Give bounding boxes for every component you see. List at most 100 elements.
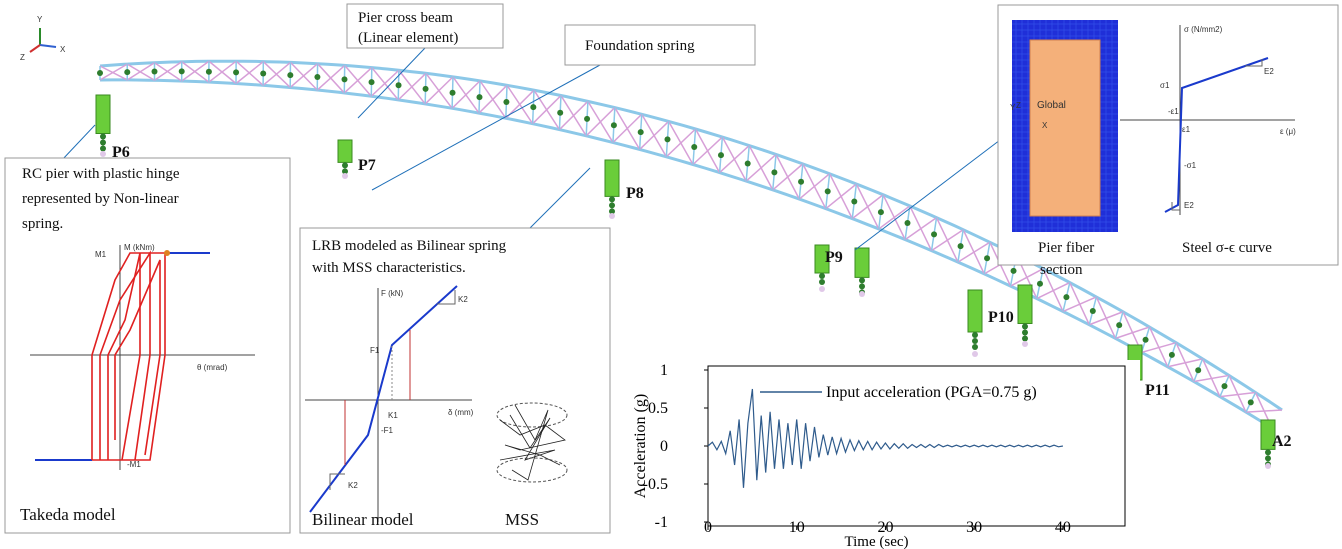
callout-text: Pier cross beam (358, 10, 453, 26)
deck-brace (181, 60, 210, 82)
deck-brace (931, 229, 964, 252)
pier-spring (967, 289, 983, 333)
deck-node (1089, 307, 1096, 314)
pier-node (100, 139, 106, 146)
deck-brace (1201, 358, 1221, 397)
diagram-label: M (kNm) (124, 243, 155, 252)
y-tick-label: 1 (660, 362, 668, 379)
lrb-panel: LRB modeled as Bilinear spring with MSS … (299, 227, 611, 534)
pier-spring (604, 159, 620, 197)
polyline-shape (499, 419, 566, 466)
deck-node (664, 136, 671, 143)
diagram-label: -F1 (381, 426, 394, 435)
deck-node (1036, 280, 1043, 287)
axis-label: X (60, 45, 66, 54)
x-axis-title: Time (sec) (844, 534, 908, 549)
deck-node (368, 79, 375, 86)
deck-brace (692, 136, 723, 166)
deck-node (233, 69, 240, 76)
polyline-shape (91, 252, 166, 461)
deck-brace (772, 163, 804, 191)
pier-node (1022, 329, 1028, 336)
deck-brace (665, 128, 697, 158)
deck-node (395, 82, 402, 89)
axis-label: Z (20, 53, 25, 62)
panel-text: spring. (22, 216, 63, 232)
diagram-label: ε (μ) (1280, 127, 1296, 136)
panel-text: RC pier with plastic hinge (22, 166, 180, 182)
deck-brace (126, 62, 155, 81)
deck-brace (904, 216, 937, 241)
deck-brace (612, 113, 643, 143)
leader-line (854, 139, 1001, 251)
diagram-label: Z (1016, 101, 1021, 110)
deck-brace (1167, 358, 1203, 368)
deck-brace (370, 69, 400, 97)
pier-node (859, 283, 865, 290)
deck-brace (1010, 268, 1044, 287)
pier-base (972, 351, 978, 357)
line-shape (39, 44, 57, 48)
y-tick-label: -0.5 (643, 476, 668, 493)
diagram-label: X (1042, 121, 1048, 130)
deck-node (314, 74, 321, 80)
deck-brace (343, 67, 373, 94)
deck-brace (208, 60, 237, 83)
deck-node (610, 122, 617, 129)
deck-brace (99, 63, 128, 81)
deck-brace (558, 100, 589, 131)
deck-node (798, 178, 805, 185)
deck-node (877, 209, 884, 216)
pier-spring (337, 139, 353, 163)
deck-brace (719, 144, 750, 174)
deck-node (691, 144, 698, 150)
deck-brace (99, 65, 128, 81)
pier-node (972, 344, 978, 350)
deck-node (744, 160, 751, 167)
diagram-label: -ε1 (1168, 107, 1179, 116)
diagram-label: -σ1 (1184, 161, 1197, 170)
g-shape (499, 404, 566, 481)
fiber-panel: Global Y Z X Pier fiber section σ (N/mm2… (997, 4, 1339, 278)
pier-base (342, 173, 348, 179)
deck-brace (1245, 409, 1283, 413)
deck-node (557, 109, 564, 116)
deck-brace (798, 173, 831, 200)
diagram-label: K2 (348, 481, 358, 490)
deck-brace (878, 205, 911, 230)
legend-label: Input acceleration (PGA=0.75 g) (826, 384, 1037, 401)
deck-brace (478, 84, 508, 114)
deck-node (287, 72, 294, 79)
diagram-label: θ (mrad) (197, 363, 228, 372)
deck-node (904, 220, 911, 226)
deck-node (1168, 351, 1175, 358)
deck-node (584, 115, 591, 122)
deck-node (151, 68, 158, 75)
pier-base (819, 286, 825, 292)
deck-brace (1219, 391, 1256, 398)
pier-node (819, 279, 825, 285)
deck-node (771, 169, 778, 176)
leader-line (371, 64, 601, 191)
deck-brace (424, 76, 454, 105)
pier-base (1265, 463, 1271, 469)
y-tick-label: 0 (660, 438, 668, 455)
panel-text: LRB modeled as Bilinear spring (312, 238, 507, 254)
diagram-label: -M1 (127, 460, 141, 469)
pier-node (859, 277, 865, 284)
pier-spring (854, 247, 870, 278)
diagram-label: ε1 (1182, 125, 1191, 134)
takeda-panel: RC pier with plastic hinge represented b… (4, 157, 291, 534)
pier-node (100, 145, 106, 152)
deck-brace (851, 194, 884, 220)
polyline-shape (107, 252, 141, 461)
pier-spring (1017, 284, 1033, 324)
deck-node (851, 198, 858, 205)
deck-brace (1036, 281, 1071, 300)
polyline-shape (499, 414, 556, 461)
deck-node (449, 89, 456, 96)
deck-node (1142, 336, 1149, 343)
deck-node (637, 129, 644, 136)
chart-background (620, 360, 1140, 549)
